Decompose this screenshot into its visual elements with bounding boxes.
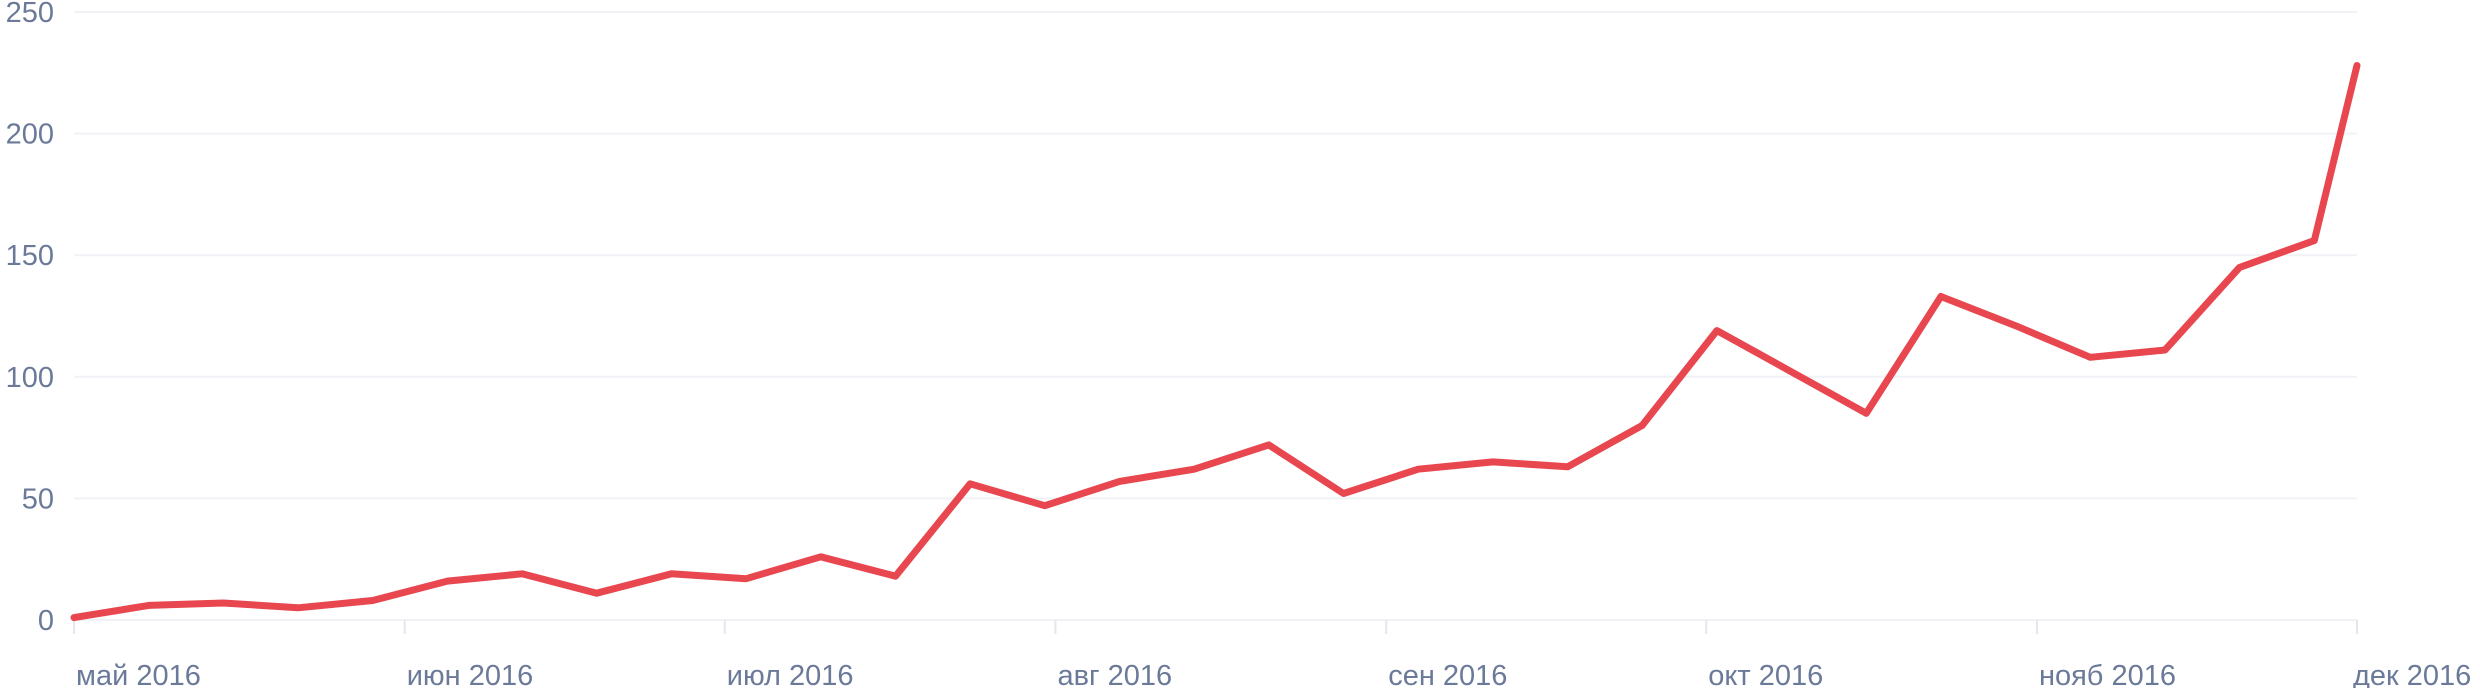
data-point <box>2354 62 2360 69</box>
x-tick-label: май 2016 <box>76 660 201 688</box>
x-tick-label: дек 2016 <box>2353 660 2471 688</box>
data-point <box>967 480 974 487</box>
data-point <box>1564 463 1571 470</box>
grid-lines <box>74 11 2357 621</box>
x-axis: май 2016 июн 2016 июл 2016 авг 2016 сен 2016… <box>73 620 2471 688</box>
data-point <box>220 600 227 606</box>
y-tick-label: 50 <box>22 483 54 515</box>
y-tick-label: 0 <box>38 605 54 637</box>
x-tick-label: июл 2016 <box>727 660 854 688</box>
data-point <box>817 553 824 560</box>
x-tick-label: окт 2016 <box>1708 660 1823 688</box>
data-point <box>1937 293 1944 300</box>
y-tick-label: 150 <box>6 240 54 272</box>
data-point <box>1191 466 1198 473</box>
x-tick-label: авг 2016 <box>1057 660 1172 688</box>
y-tick-label: 250 <box>6 0 54 29</box>
data-point <box>2087 354 2094 361</box>
data-point <box>1415 466 1422 473</box>
data-point <box>444 578 451 585</box>
data-point <box>668 570 675 577</box>
data-point <box>519 570 526 577</box>
data-point <box>593 590 600 597</box>
data-point <box>1788 368 1795 375</box>
data-point <box>1713 327 1720 334</box>
x-tick-label: июн 2016 <box>407 660 534 688</box>
data-point <box>2311 237 2318 244</box>
data-point <box>743 575 750 582</box>
data-point <box>1489 458 1496 465</box>
data-point <box>892 573 899 580</box>
series-line <box>70 62 2361 622</box>
x-tick-label: нояб 2016 <box>2039 660 2176 688</box>
y-axis-tick-labels: 0 50 100 150 200 250 <box>6 0 54 637</box>
data-point <box>369 597 376 604</box>
y-tick-label: 100 <box>6 362 54 394</box>
data-point <box>295 604 301 611</box>
data-point <box>145 602 152 609</box>
y-tick-label: 200 <box>6 119 54 151</box>
data-point <box>1041 502 1048 509</box>
data-point <box>1340 490 1347 497</box>
data-point <box>1639 422 1646 429</box>
x-tick-label: сен 2016 <box>1388 660 1507 688</box>
data-point <box>1863 410 1870 417</box>
data-point <box>2162 347 2168 353</box>
data-point <box>71 614 77 621</box>
data-point <box>1116 478 1123 485</box>
data-point <box>1265 441 1272 448</box>
data-point <box>2236 264 2243 271</box>
series-layer <box>70 62 2361 622</box>
data-point <box>2012 322 2019 329</box>
